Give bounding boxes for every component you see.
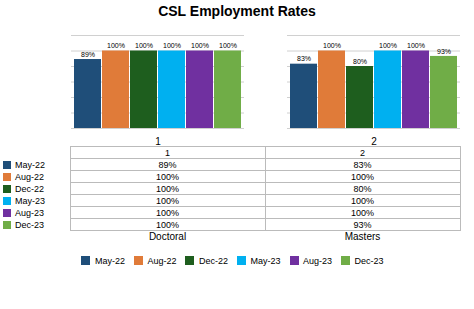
svg-text:100%: 100% [219,42,237,49]
html-text:May-22: May-22 [94,255,125,266]
html-text:83%: 83% [353,159,372,170]
svg-text:83%: 83% [297,55,311,62]
html-text:Dec-23: Dec-23 [354,255,384,266]
html-text:100%: 100% [156,171,179,182]
html-text:100%: 100% [156,219,179,230]
html-text:Dec-22: Dec-22 [15,183,44,194]
html-text:Dec-23: Dec-23 [15,219,44,230]
html-text:100%: 100% [156,195,179,206]
html-text:89%: 89% [158,159,177,170]
html-text:100%: 100% [156,207,179,218]
html-text:May-23: May-23 [15,195,45,206]
html-text:Aug-22: Aug-22 [147,255,177,266]
html-text:Masters: Masters [344,231,381,242]
svg-text:100%: 100% [163,42,181,49]
html-text:93%: 93% [353,219,372,230]
html-text:Doctoral: Doctoral [148,231,187,242]
svg-text:89%: 89% [81,51,95,58]
html-text:100%: 100% [351,207,374,218]
svg-text:100%: 100% [323,42,341,49]
html-text:May-22: May-22 [15,159,45,170]
svg-text:93%: 93% [437,48,451,55]
svg-text:100%: 100% [107,42,125,49]
svg-text:1: 1 [155,136,161,146]
html-text:Aug-23: Aug-23 [15,207,44,218]
svg-text:100%: 100% [407,42,425,49]
html-text:80%: 80% [353,183,372,194]
html-text:Aug-22: Aug-22 [15,171,44,182]
html-text:100%: 100% [156,183,179,194]
html-text:100%: 100% [351,171,374,182]
html-text:1: 1 [165,147,170,158]
html-text:May-23: May-23 [250,255,281,266]
svg-text:100%: 100% [379,42,397,49]
html-text:100%: 100% [351,195,374,206]
svg-text:80%: 80% [353,58,367,65]
svg-text:2: 2 [371,136,377,146]
svg-text:100%: 100% [135,42,153,49]
html-text:2: 2 [360,147,365,158]
svg-text:100%: 100% [191,42,209,49]
html-text:CSL Employment Rates: CSL Employment Rates [158,3,316,19]
html-text:Aug-23: Aug-23 [303,255,332,266]
html-text:Dec-22: Dec-22 [199,255,228,266]
